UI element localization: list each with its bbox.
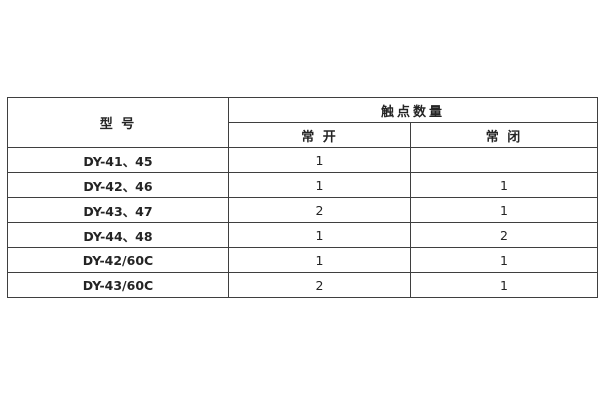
table-body: DY-41、45 1 DY-42、46 1 1 DY-43、47 2 1 DY-44、48 1 2 D… xyxy=(7,147,599,298)
normally-closed-cell: 1 xyxy=(409,272,599,298)
table-row: DY-41、45 1 xyxy=(7,147,599,173)
normally-open-cell: 2 xyxy=(228,272,411,298)
table-row: DY-42/60C 1 1 xyxy=(7,247,599,273)
model-cell: DY-42/60C xyxy=(7,247,229,273)
normally-open-cell: 1 xyxy=(228,247,411,273)
normally-open-cell: 2 xyxy=(228,197,411,223)
normally-open-cell: 1 xyxy=(228,222,411,248)
model-cell: DY-41、45 xyxy=(7,147,229,173)
table-row: DY-43/60C 2 1 xyxy=(7,272,599,298)
model-cell: DY-43、47 xyxy=(7,197,229,223)
normally-open-cell: 1 xyxy=(228,147,411,173)
column-header-contact-quantity: 触点数量 xyxy=(227,97,599,123)
column-header-model: 型 号 xyxy=(7,97,229,148)
normally-closed-cell xyxy=(409,147,599,173)
normally-closed-cell: 1 xyxy=(409,197,599,223)
spec-table-header: 型 号 触点数量 常 开 常 闭 xyxy=(7,97,599,148)
header-row-1: 型 号 触点数量 xyxy=(7,97,599,148)
model-cell: DY-44、48 xyxy=(7,222,229,248)
table-row: DY-44、48 1 2 xyxy=(7,222,599,248)
model-cell: DY-43/60C xyxy=(7,272,229,298)
column-header-normally-open: 常 开 xyxy=(228,122,411,148)
table-row: DY-42、46 1 1 xyxy=(7,172,599,198)
table-row: DY-43、47 2 1 xyxy=(7,197,599,223)
model-cell: DY-42、46 xyxy=(7,172,229,198)
normally-closed-cell: 2 xyxy=(409,222,599,248)
spec-table: 型 号 触点数量 常 开 常 闭 DY-41、45 1 DY-42、46 1 1 DY-4… xyxy=(7,97,599,298)
column-header-normally-closed: 常 闭 xyxy=(409,122,599,148)
normally-closed-cell: 1 xyxy=(409,172,599,198)
normally-open-cell: 1 xyxy=(228,172,411,198)
normally-closed-cell: 1 xyxy=(409,247,599,273)
header-row-2: 常 开 常 闭 xyxy=(8,122,599,148)
